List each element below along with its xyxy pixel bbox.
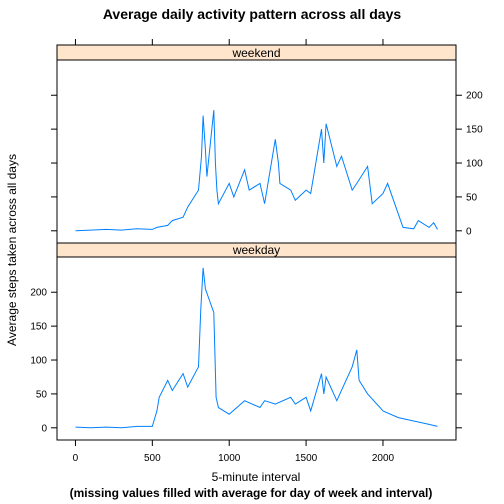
x-tick-label-1000: 1000: [218, 453, 241, 464]
y-tick-label-weekend-0: 0: [466, 226, 472, 237]
y-tick-label-weekday-0: 0: [41, 423, 47, 434]
panel-weekend: weekend 0 50 100 150 200: [51, 44, 483, 244]
y-tick-label-weekend-200: 200: [466, 91, 483, 102]
x-tick-label-1500: 1500: [295, 453, 318, 464]
x-axis: 0 500 1000 1500 2000: [73, 39, 395, 464]
y-tick-label-weekday-50: 50: [36, 389, 48, 400]
x-axis-label: 5-minute interval: [212, 470, 301, 484]
x-tick-label-500: 500: [144, 453, 161, 464]
y-tick-label-weekday-150: 150: [30, 322, 47, 333]
series-line-weekday: [75, 267, 438, 429]
x-tick-label-0: 0: [73, 453, 79, 464]
panel-weekday: weekday 0 50 100 150 200: [30, 242, 462, 441]
y-tick-label-weekend-150: 150: [466, 125, 483, 136]
y-axis-label: Average steps taken across all days: [5, 154, 19, 346]
plot-frame-weekday: [56, 256, 457, 441]
strip-label-weekday: weekday: [232, 243, 280, 257]
panels: weekend 0 50 100 150 200 weekday 0 50 100 150 200: [30, 44, 483, 441]
plot-frame-weekend: [56, 59, 457, 244]
chart-caption: (missing values filled with average for …: [70, 486, 433, 500]
strip-label-weekend: weekend: [231, 46, 280, 60]
series-line-weekend: [75, 110, 438, 232]
y-tick-label-weekday-200: 200: [30, 288, 47, 299]
y-tick-label-weekday-100: 100: [30, 356, 47, 367]
x-tick-label-2000: 2000: [372, 453, 395, 464]
y-tick-label-weekend-50: 50: [466, 192, 478, 203]
y-tick-label-weekend-100: 100: [466, 159, 483, 170]
chart-title: Average daily activity pattern across al…: [103, 6, 402, 22]
